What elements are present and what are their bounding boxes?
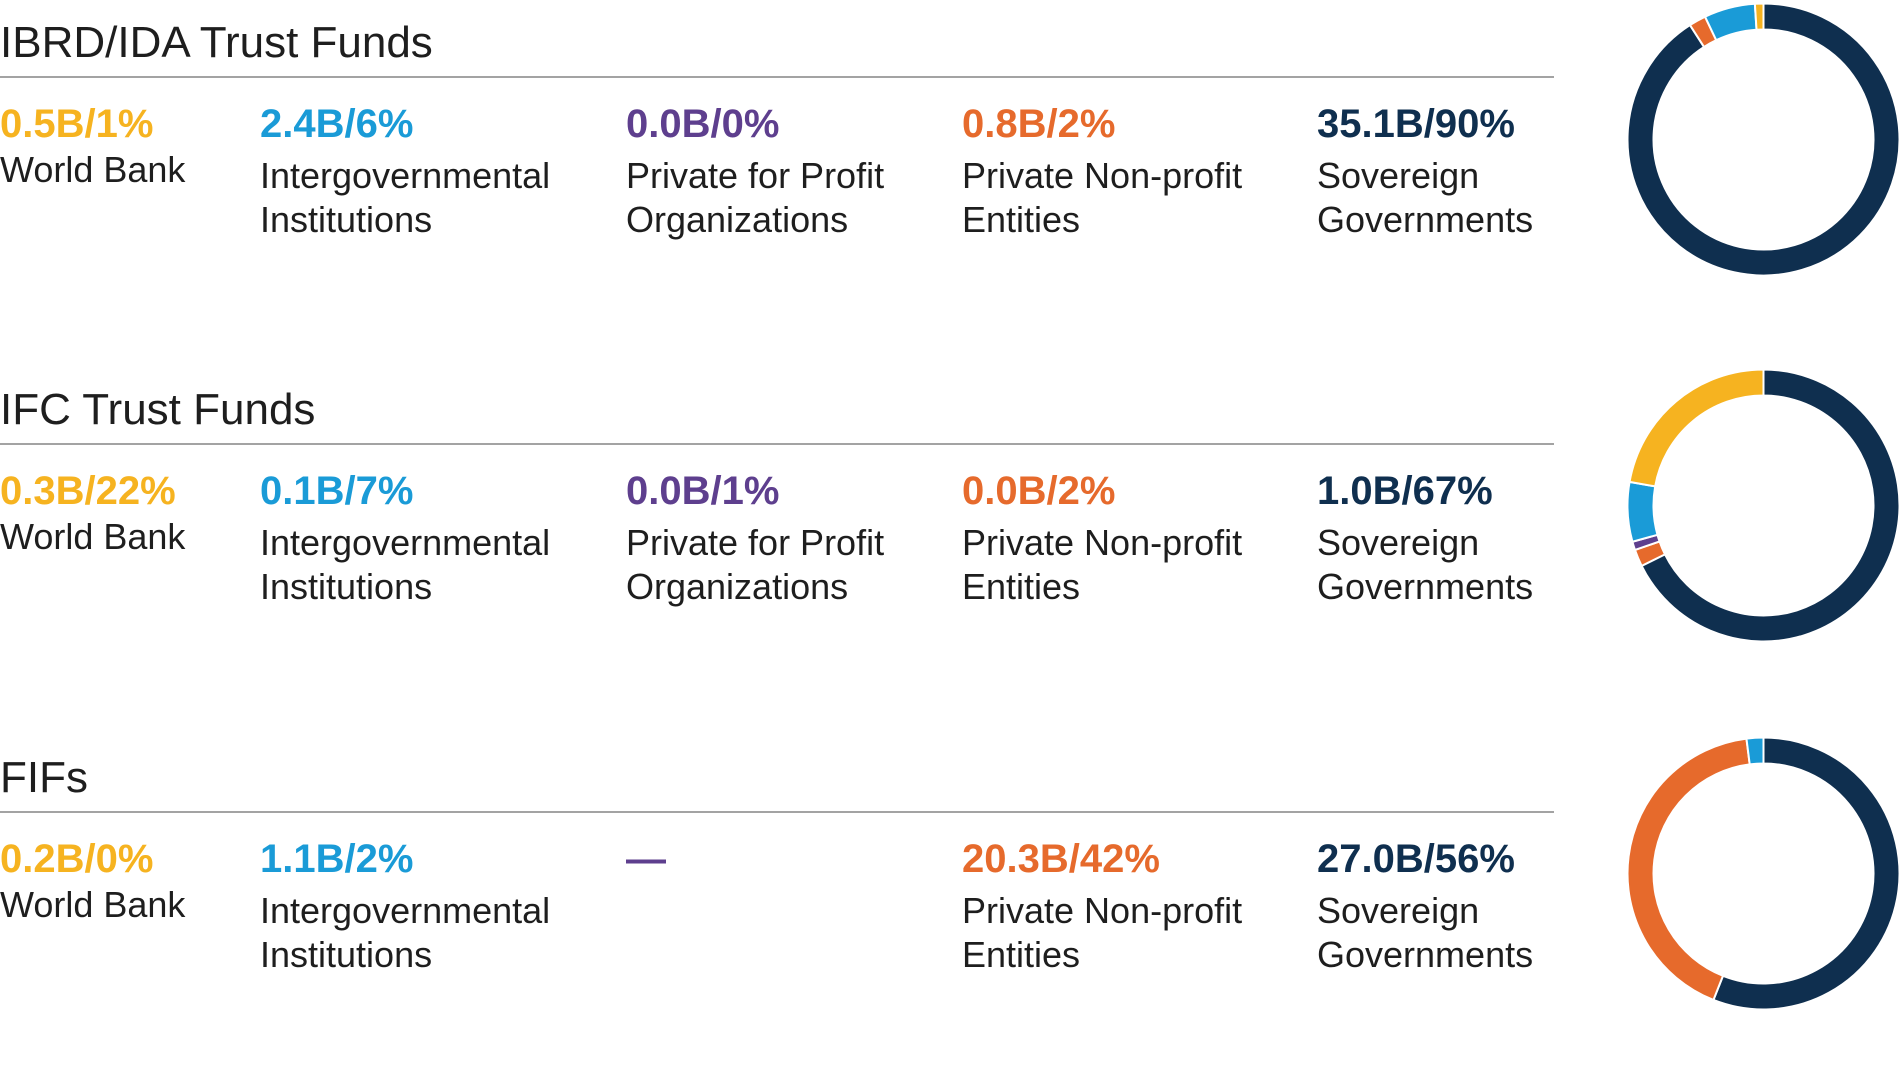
sovereign-value: 27.0B/56% (1317, 837, 1515, 881)
private-nonprofit-value: 20.3B/42% (962, 837, 1160, 881)
sovereign-item: 1.0B/67% Sovereign Governments (1317, 467, 1533, 609)
divider (0, 443, 1554, 445)
donut-slice-intergovernmental (1703, 2, 1758, 42)
world-bank-label: World Bank (0, 516, 186, 557)
donut-chart-ibrd-ida (1626, 2, 1901, 277)
sovereign-label: Sovereign Governments (1317, 155, 1534, 240)
intergovernmental-value: 2.4B/6% (260, 102, 414, 146)
sovereign-item: 35.1B/90% Sovereign Governments (1317, 100, 1533, 242)
donut-slice-world-bank (1753, 2, 1765, 31)
intergovernmental-label: Intergovernmental Institutions (260, 890, 551, 975)
private-nonprofit-label: Private Non-profit Entities (962, 890, 1243, 975)
divider (0, 76, 1554, 78)
world-bank-value: 0.5B/1% (0, 102, 154, 146)
world-bank-label: World Bank (0, 149, 186, 190)
intergovernmental-item: 1.1B/2% Intergovernmental Institutions (260, 835, 550, 977)
private-nonprofit-value: 0.0B/2% (962, 469, 1116, 513)
private-nonprofit-item: 0.0B/2% Private Non-profit Entities (962, 467, 1242, 609)
divider (0, 811, 1554, 813)
sovereign-item: 27.0B/56% Sovereign Governments (1317, 835, 1533, 977)
donut-chart-ifc (1626, 368, 1901, 643)
sovereign-label: Sovereign Governments (1317, 890, 1534, 975)
private-profit-value: 0.0B/1% (626, 469, 780, 513)
donut-chart-fifs (1626, 736, 1901, 1011)
world-bank-item: 0.5B/1% World Bank (0, 100, 185, 192)
intergovernmental-value: 1.1B/2% (260, 837, 414, 881)
private-profit-value: 0.0B/0% (626, 102, 780, 146)
world-bank-value: 0.2B/0% (0, 837, 154, 881)
private-nonprofit-value: 0.8B/2% (962, 102, 1116, 146)
private-profit-item: — (626, 835, 666, 883)
intergovernmental-label: Intergovernmental Institutions (260, 522, 551, 607)
sovereign-value: 1.0B/67% (1317, 469, 1493, 513)
section-ibrd-ida: IBRD/IDA Trust Funds 0.5B/1% World Bank … (0, 0, 1901, 330)
world-bank-value: 0.3B/22% (0, 469, 176, 513)
section-ifc: IFC Trust Funds 0.3B/22% World Bank 0.1B… (0, 367, 1901, 697)
donut-slice-world-bank (1628, 368, 1765, 488)
intergovernmental-item: 2.4B/6% Intergovernmental Institutions (260, 100, 550, 242)
sovereign-value: 35.1B/90% (1317, 102, 1515, 146)
intergovernmental-label: Intergovernmental Institutions (260, 155, 551, 240)
section-title: IFC Trust Funds (0, 385, 316, 434)
private-nonprofit-item: 0.8B/2% Private Non-profit Entities (962, 100, 1242, 242)
world-bank-label: World Bank (0, 884, 186, 925)
private-profit-label: Private for Profit Organizations (626, 155, 885, 240)
private-profit-item: 0.0B/1% Private for Profit Organizations (626, 467, 884, 609)
private-nonprofit-label: Private Non-profit Entities (962, 155, 1243, 240)
donut-slice-sovereign (1712, 736, 1901, 1011)
section-title: FIFs (0, 753, 88, 802)
intergovernmental-item: 0.1B/7% Intergovernmental Institutions (260, 467, 550, 609)
intergovernmental-value: 0.1B/7% (260, 469, 414, 513)
donut-slice-sovereign (1626, 2, 1901, 277)
section-title: IBRD/IDA Trust Funds (0, 18, 433, 67)
donut-slice-sovereign (1640, 368, 1901, 643)
private-nonprofit-label: Private Non-profit Entities (962, 522, 1243, 607)
section-fifs: FIFs 0.2B/0% World Bank 1.1B/2% Intergov… (0, 735, 1901, 1065)
private-nonprofit-item: 20.3B/42% Private Non-profit Entities (962, 835, 1242, 977)
donut-slice-private-nonprofit (1626, 737, 1751, 1002)
private-profit-value: — (626, 837, 666, 881)
private-profit-item: 0.0B/0% Private for Profit Organizations (626, 100, 884, 242)
world-bank-item: 0.3B/22% World Bank (0, 467, 185, 559)
sovereign-label: Sovereign Governments (1317, 522, 1534, 607)
world-bank-item: 0.2B/0% World Bank (0, 835, 185, 927)
donut-slice-intergovernmental (1626, 480, 1659, 543)
donut-slice-intergovernmental (1745, 736, 1765, 766)
private-profit-label: Private for Profit Organizations (626, 522, 885, 607)
